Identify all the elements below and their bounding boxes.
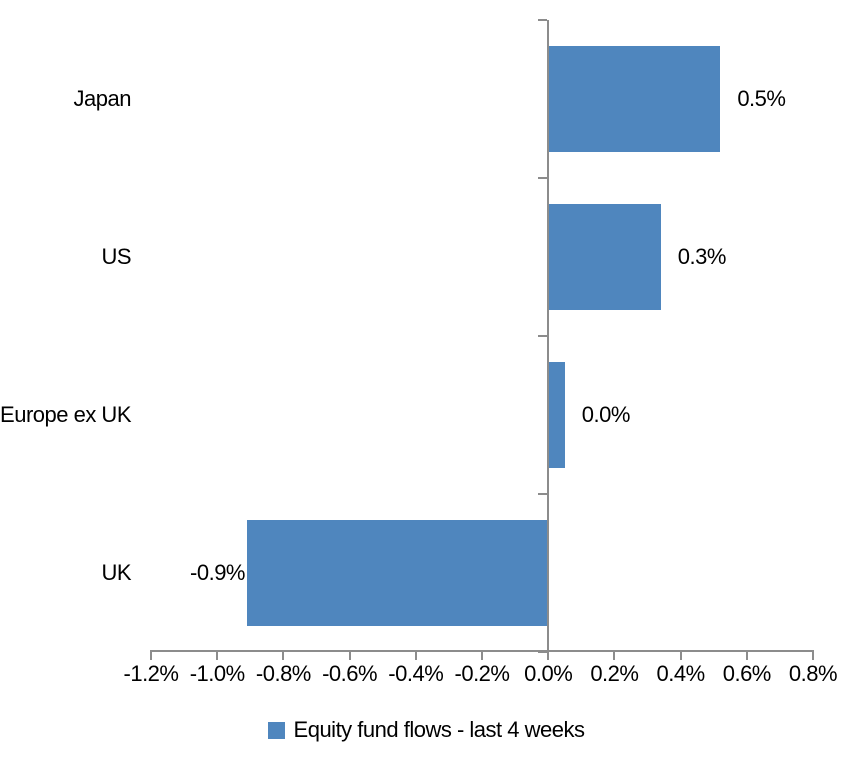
x-tick [613,652,616,660]
bar [549,362,565,468]
x-tick-label: -0.8% [255,661,311,686]
x-tick [547,652,550,660]
y-tick [538,177,548,179]
x-tick [745,652,748,660]
x-tick-label: 0.2% [590,661,639,686]
x-tick [282,652,285,660]
legend-label: Equity fund flows - last 4 weeks [293,717,585,742]
bar-label: 0.5% [737,86,786,111]
legend-swatch [267,721,285,739]
x-tick-label: -1.0% [189,661,245,686]
x-tick [679,652,682,660]
x-tick [812,652,814,660]
x-tick-label: 0.4% [656,661,706,686]
category-label: Europe ex UK [0,402,131,427]
x-tick-label: 0.6% [722,661,772,686]
category-label: UK [101,560,131,585]
zero-axis-line [547,20,550,652]
bar-label: -0.9% [190,560,245,585]
x-axis-line [150,650,814,652]
x-tick [348,652,351,660]
bar [549,46,721,152]
y-tick [538,19,548,21]
y-tick [538,651,548,653]
x-tick-label: -0.2% [454,661,510,686]
y-tick [538,335,548,337]
x-tick [150,652,152,660]
bar [549,204,661,310]
x-tick-label: -0.6% [322,661,378,686]
x-tick [414,652,417,660]
x-tick-label: 0.0% [524,661,573,686]
x-tick [481,652,483,660]
x-tick-label: -1.2% [123,661,179,686]
bar [246,520,548,626]
x-tick-label: 0.8% [788,661,838,686]
y-tick [538,493,548,495]
category-label: US [101,244,131,269]
legend: Equity fund flows - last 4 weeks [0,717,852,743]
category-label: Japan [73,86,132,111]
bar-label: 0.3% [677,244,727,269]
x-tick [216,652,219,660]
x-tick-label: -0.4% [388,661,444,686]
bar-label: 0.0% [581,402,631,427]
